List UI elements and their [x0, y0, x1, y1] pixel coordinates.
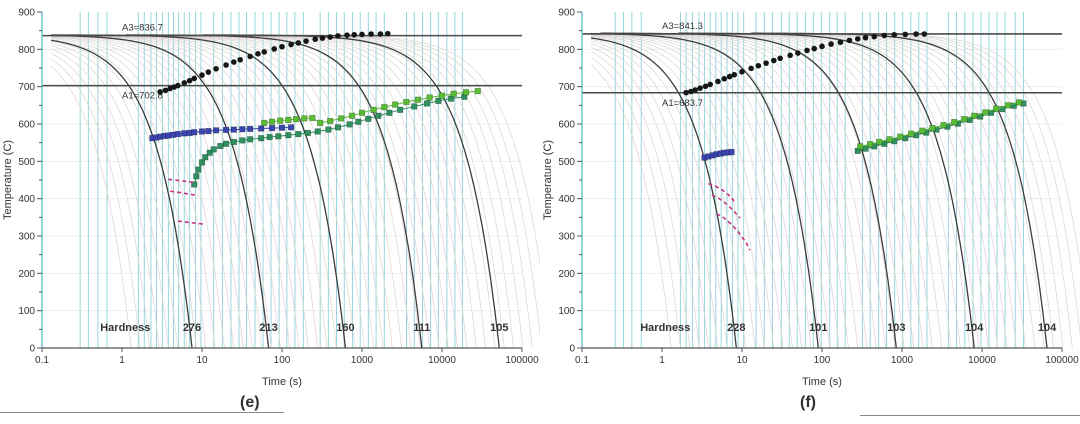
x-tick-label: 10 [736, 355, 748, 366]
series-ferrite-start-black-dots [683, 31, 928, 96]
series-magenta-dashes [168, 178, 206, 226]
bottom-rule-left [0, 412, 284, 413]
x-tick-label: 100 [274, 355, 291, 366]
cct-charts-row: A3=836.7 A1=702.8 Hardness 276 213 160 111 105 0… [0, 0, 1080, 392]
cct-chart-f-container: A3=841.3 A1=683.7 Hardness 228 101 103 104 104 0… [540, 0, 1080, 392]
reference-lines: A3=836.7 A1=702.8 [42, 23, 522, 102]
series-bright-green-squares [261, 88, 481, 126]
series-ferrite-start-black-dots [157, 30, 391, 95]
y-tick-label: 600 [558, 120, 575, 131]
series-blue-squares [149, 124, 295, 142]
axes: 0 100 200 300 400 500 600 700 800 900 0.1 1 10 100 100… [18, 8, 539, 367]
y-tick-label: 400 [558, 194, 575, 205]
caption-row: (e) (f) [0, 392, 1080, 424]
y-tick-label: 200 [558, 269, 575, 280]
series-magenta-dashes [708, 182, 751, 251]
y-tick-label: 700 [18, 82, 35, 93]
caption-f: (f) [800, 394, 816, 411]
x-axis-title: Time (s) [262, 376, 302, 388]
x-tick-label: 1 [659, 355, 665, 366]
hardness-value: 228 [727, 322, 745, 334]
x-tick-label: 10000 [428, 355, 456, 366]
y-tick-label: 100 [18, 306, 35, 317]
x-tick-label: 10 [196, 355, 208, 366]
reference-line-label: A1=702.8 [122, 91, 163, 102]
y-axis-title: Temperature (C) [2, 140, 14, 220]
reference-line-label: A3=841.3 [662, 21, 703, 32]
y-tick-label: 800 [558, 45, 575, 56]
x-tick-label: 0.1 [35, 355, 49, 366]
series-bright-green-squares [857, 99, 1023, 150]
y-tick-label: 500 [18, 157, 35, 168]
x-tick-label: 1000 [891, 355, 914, 366]
x-axis-title: Time (s) [802, 376, 842, 388]
x-tick-label: 1 [119, 355, 125, 366]
hardness-value: 276 [183, 322, 201, 334]
hardness-value: 104 [965, 322, 984, 334]
hardness-value: 105 [490, 322, 508, 334]
hardness-value: 101 [809, 322, 827, 334]
y-tick-label: 0 [569, 344, 575, 355]
x-tick-label: 10000 [968, 355, 996, 366]
y-tick-label: 300 [18, 232, 35, 243]
x-tick-label: 100000 [1045, 355, 1079, 366]
y-tick-label: 800 [18, 45, 35, 56]
y-tick-label: 900 [18, 8, 35, 19]
cooling-curve-fan [590, 32, 1080, 349]
y-tick-label: 500 [558, 157, 575, 168]
reference-line-label: A1=683.7 [662, 98, 703, 109]
series-blue-squares [701, 148, 735, 161]
cooling-experiment-lines [614, 12, 1024, 348]
x-tick-label: 100000 [505, 355, 539, 366]
series-dark-green-squares [191, 93, 468, 188]
x-tick-label: 0.1 [575, 355, 589, 366]
y-tick-label: 600 [18, 120, 35, 131]
axes: 0 100 200 300 400 500 600 700 800 900 0.1 1 10 100 100… [558, 8, 1079, 367]
hardness-value: 103 [887, 322, 905, 334]
hardness-row: Hardness 276 213 160 111 105 [100, 322, 508, 334]
hardness-value: 111 [413, 322, 430, 334]
y-tick-label: 200 [18, 269, 35, 280]
hardness-value: 213 [259, 322, 277, 334]
series-dark-green-squares [854, 100, 1027, 154]
hardness-label: Hardness [100, 322, 150, 334]
cooling-experiment-lines [79, 12, 463, 348]
hardness-value: 104 [1038, 322, 1057, 334]
y-tick-label: 700 [558, 82, 575, 93]
reference-line-label: A3=836.7 [122, 23, 163, 34]
cooling-curve-fan [50, 34, 552, 349]
x-tick-label: 1000 [351, 355, 374, 366]
y-tick-label: 900 [558, 8, 575, 19]
x-tick-label: 100 [814, 355, 831, 366]
hardness-row: Hardness 228 101 103 104 104 [640, 322, 1057, 334]
y-axis-title: Temperature (C) [542, 140, 554, 220]
y-tick-label: 300 [558, 232, 575, 243]
y-tick-label: 0 [29, 344, 35, 355]
cct-chart-e-container: A3=836.7 A1=702.8 Hardness 276 213 160 111 105 0… [0, 0, 552, 392]
y-tick-label: 100 [558, 306, 575, 317]
caption-e: (e) [240, 394, 260, 411]
reference-lines: A3=841.3 A1=683.7 [582, 21, 1062, 109]
y-tick-label: 400 [18, 194, 35, 205]
bottom-rule-right [860, 415, 1080, 416]
hardness-value: 160 [336, 322, 354, 334]
hardness-label: Hardness [640, 322, 690, 334]
